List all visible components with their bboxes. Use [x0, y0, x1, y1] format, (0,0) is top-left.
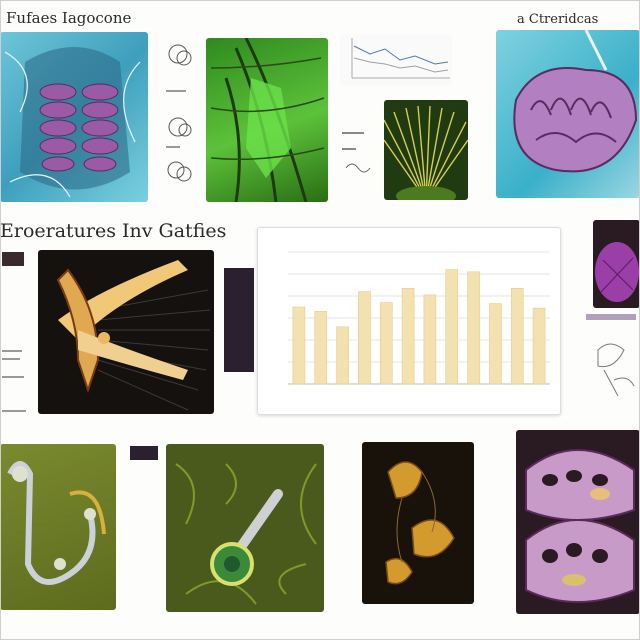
- bar: [489, 304, 501, 384]
- bar: [424, 295, 436, 384]
- bottom-illustration-3: [362, 442, 474, 604]
- bar: [293, 307, 305, 384]
- bar: [468, 272, 480, 384]
- bar: [446, 270, 458, 384]
- leaf-illustration: [206, 38, 328, 202]
- bar: [533, 308, 545, 384]
- fan-illustration: [384, 100, 468, 200]
- sketch-column: [160, 42, 200, 192]
- bottom-chip: [130, 446, 158, 460]
- legend-chip: [224, 268, 254, 372]
- bottom-illustration-4: [516, 430, 640, 614]
- sketch-shapes: [340, 128, 380, 188]
- left-label-column: [0, 250, 30, 420]
- flower-thumbnail: [593, 220, 640, 308]
- section-title: Eroeratures Inv Gatfies: [0, 220, 226, 242]
- bar: [337, 327, 349, 384]
- bar: [315, 311, 327, 384]
- bar-chart: [257, 227, 561, 415]
- header-right-title: a Ctreridcas: [517, 12, 598, 27]
- bar: [358, 292, 370, 384]
- tentacle-illustration: [38, 250, 214, 414]
- flower-sketch: [584, 310, 640, 406]
- bar: [402, 288, 414, 384]
- bottom-illustration-2: [166, 444, 324, 612]
- organ-illustration-1: [0, 32, 148, 202]
- bar: [380, 303, 392, 384]
- bar: [511, 288, 523, 384]
- header-left-title: Fufaes Iagocone: [6, 9, 131, 27]
- organ-illustration-2: [496, 30, 640, 198]
- bar-chart-svg: [258, 228, 560, 414]
- mini-line-chart: [340, 34, 452, 86]
- bottom-illustration-1: [0, 444, 116, 610]
